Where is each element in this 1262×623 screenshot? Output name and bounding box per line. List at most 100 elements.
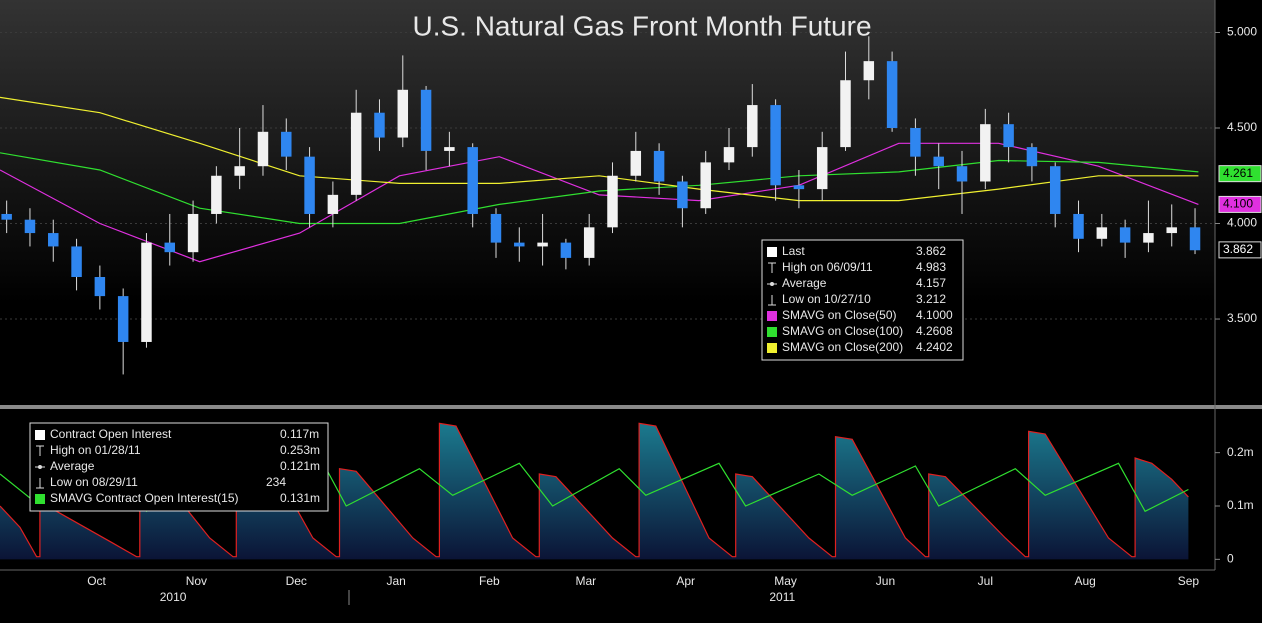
x-tick-label: Jan <box>386 574 405 588</box>
candle-body <box>490 213 502 243</box>
legend-value: 3.212 <box>916 292 946 306</box>
legend-value: 0.131m <box>280 491 320 505</box>
candle-body <box>1049 166 1061 214</box>
legend-label: Average <box>50 459 95 473</box>
y-tick-label: 4.500 <box>1227 120 1257 134</box>
x-tick-label: Nov <box>186 574 207 588</box>
candle-body <box>910 127 921 157</box>
legend-box <box>29 422 329 512</box>
legend-value: 4.157 <box>916 276 946 290</box>
candle-body <box>840 80 851 148</box>
candle-body <box>304 156 315 214</box>
legend-value: 4.2608 <box>916 324 953 338</box>
candle-body <box>537 242 548 247</box>
chart-title: U.S. Natural Gas Front Month Future <box>412 10 871 41</box>
legend-icon <box>36 445 44 456</box>
legend-value: 4.1000 <box>916 308 953 322</box>
y-tick-label: 0 <box>1227 552 1234 566</box>
candle-body <box>514 242 525 247</box>
legend-label: Low on 10/27/10 <box>782 292 871 306</box>
ma-line <box>0 142 1199 263</box>
candle-body <box>71 246 82 278</box>
ma-line <box>0 152 1199 225</box>
candle-body <box>211 175 222 214</box>
y-tick-label: 5.000 <box>1227 25 1257 39</box>
x-tick-label: Apr <box>676 574 695 588</box>
legend-swatch <box>767 247 777 257</box>
candle-body <box>164 242 176 253</box>
legend-icon <box>768 262 776 273</box>
candle-body <box>1026 147 1038 167</box>
candle-body <box>467 147 478 214</box>
candle-body <box>723 147 735 163</box>
candle-body <box>560 242 572 258</box>
x-tick-label: Oct <box>87 574 106 588</box>
year-label: 2011 <box>769 590 795 604</box>
legend-box <box>761 239 964 361</box>
candle-body <box>1 213 12 220</box>
legend-value: 3.862 <box>916 244 946 258</box>
legend-label: Contract Open Interest <box>50 427 172 441</box>
candle-body <box>607 175 618 228</box>
legend-icon <box>38 465 42 469</box>
legend-label: SMAVG on Close(50) <box>782 308 897 322</box>
value-tag-label: 4.261 <box>1223 166 1253 180</box>
value-tag <box>1218 165 1262 183</box>
y-tick-label: 3.500 <box>1227 311 1257 325</box>
year-label: 2010 <box>160 590 187 604</box>
y-tick-label: 4.000 <box>1227 216 1257 230</box>
candle-body <box>281 131 292 157</box>
area-fill <box>0 423 1189 560</box>
candle-body <box>886 61 898 128</box>
candle-body <box>141 242 152 342</box>
candle-body <box>257 131 269 167</box>
candle-body <box>420 89 432 151</box>
candle-body <box>653 150 665 182</box>
candle-body <box>863 61 875 81</box>
legend-value: 4.983 <box>916 260 946 274</box>
legend-label: Last <box>782 244 805 258</box>
x-tick-label: May <box>774 574 797 588</box>
legend-label: SMAVG on Close(200) <box>782 340 903 354</box>
candle-body <box>327 194 339 214</box>
candle-body <box>397 89 409 138</box>
value-tag <box>1218 195 1262 213</box>
candle-body <box>816 147 828 190</box>
legend-label: SMAVG on Close(100) <box>782 324 903 338</box>
x-tick-label: Sep <box>1178 574 1200 588</box>
candle-body <box>444 147 455 151</box>
x-tick-label: Aug <box>1074 574 1095 588</box>
candle-body <box>234 166 245 176</box>
candle-body <box>980 124 991 182</box>
candle-body <box>1189 227 1201 251</box>
candle-body <box>1143 233 1154 243</box>
x-tick-label: Jun <box>876 574 895 588</box>
value-tag-label: 4.100 <box>1223 197 1253 211</box>
ma-line <box>0 96 1199 202</box>
candle-body <box>1119 227 1131 243</box>
candle-body <box>48 233 59 247</box>
legend-swatch <box>767 327 777 337</box>
candle-body <box>1096 227 1108 239</box>
candle-body <box>747 105 758 148</box>
candle-body <box>956 166 968 182</box>
candle-body <box>350 112 362 195</box>
candle-body <box>630 150 642 176</box>
candle-body <box>700 162 711 209</box>
x-tick-label: Mar <box>576 574 597 588</box>
candle-body <box>1166 227 1177 234</box>
y-tick-label: 0.2m <box>1227 445 1254 459</box>
legend-value: 0.253m <box>280 443 320 457</box>
candle-body <box>793 185 805 190</box>
x-tick-label: Jul <box>978 574 993 588</box>
candle-body <box>187 213 199 253</box>
legend-label: High on 06/09/11 <box>782 260 873 274</box>
candle-body <box>374 112 385 138</box>
legend-icon <box>768 295 776 306</box>
legend-icon <box>36 478 44 489</box>
candle-body <box>1073 213 1084 239</box>
legend-value: 0.117m <box>280 427 319 441</box>
legend-swatch <box>35 430 45 440</box>
